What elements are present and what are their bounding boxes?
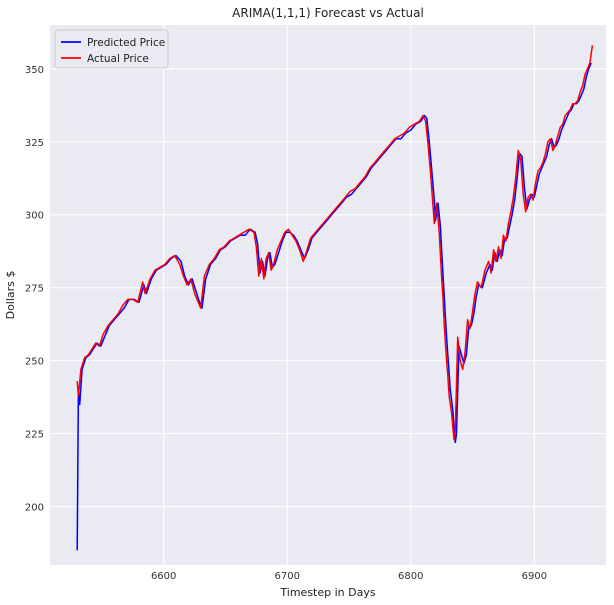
series-line-predicted-price [76, 62, 592, 551]
grid-lines [50, 25, 606, 565]
y-tick-label: 325 [25, 138, 44, 149]
chart-title: ARIMA(1,1,1) Forecast vs Actual [232, 6, 424, 20]
series-line-actual-price [76, 45, 594, 441]
y-tick-label: 200 [25, 503, 44, 514]
legend: Predicted Price Actual Price [54, 29, 169, 69]
x-tick-labels: 6600 6700 6800 6900 [151, 571, 547, 582]
y-tick-labels: 200 225 250 275 300 325 350 [25, 65, 44, 514]
y-tick-label: 350 [25, 65, 44, 76]
x-tick-label: 6900 [522, 571, 547, 582]
y-tick-label: 225 [25, 430, 44, 441]
x-tick-label: 6800 [398, 571, 423, 582]
plot-background [50, 25, 606, 565]
series-layer [76, 45, 594, 551]
x-tick-label: 6600 [151, 571, 176, 582]
y-tick-label: 300 [25, 211, 44, 222]
y-tick-label: 275 [25, 284, 44, 295]
y-axis-label: Dollars $ [4, 271, 17, 320]
x-axis-label: Timestep in Days [279, 586, 375, 599]
legend-label-predicted-price: Predicted Price [87, 37, 165, 49]
legend-box [54, 29, 169, 69]
legend-label-actual-price: Actual Price [87, 53, 149, 65]
y-tick-label: 250 [25, 357, 44, 368]
x-tick-label: 6700 [275, 571, 300, 582]
